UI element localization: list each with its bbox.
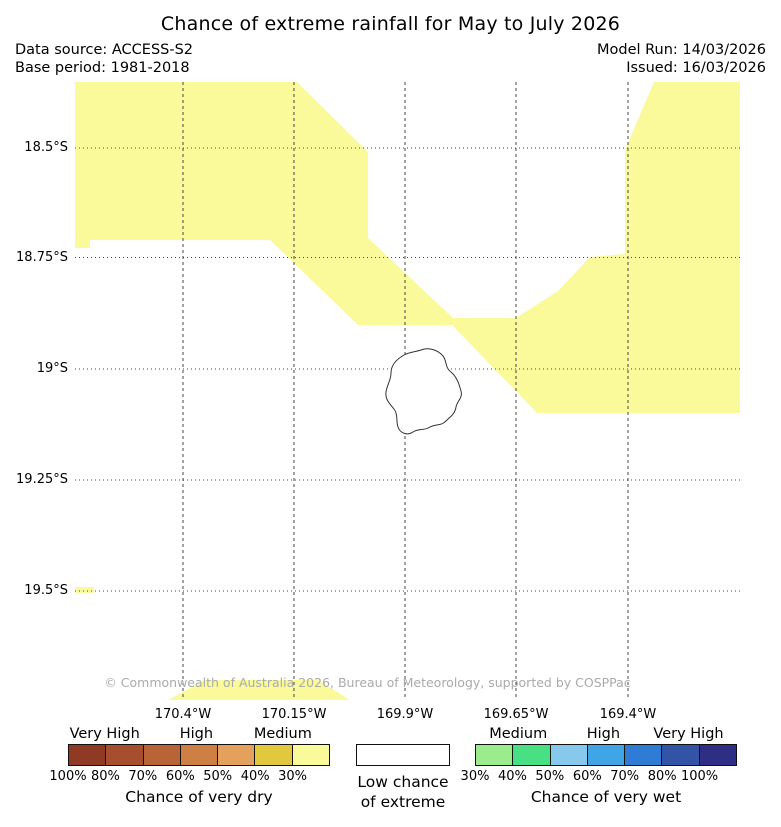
medium-dry-region-south (168, 680, 350, 700)
colorbar-wet-segment (625, 744, 663, 766)
copyright-note: © Commonwealth of Australia 2026, Bureau… (104, 675, 631, 690)
data-source-label: Data source: ACCESS-S2 (15, 42, 194, 58)
y-axis-tick-label: 19.5°S (24, 583, 68, 598)
x-axis-tick-label: 170.4°W (154, 707, 212, 722)
dry-level-label: High (179, 726, 214, 742)
colorbar-dry-tick-label: 100% (49, 769, 87, 784)
wet-caption: Chance of very wet (530, 788, 682, 806)
colorbar-dry-segment (68, 744, 107, 766)
x-axis-tick-label: 169.4°W (599, 707, 657, 722)
colorbar-dry-tick-label: 50% (203, 769, 233, 784)
colorbar-dry-tick-label: 80% (90, 769, 120, 784)
colorbar-wet-segment (475, 744, 514, 766)
colorbar-dry-tick-label: 30% (278, 769, 308, 784)
x-axis-tick-label: 169.9°W (376, 707, 434, 722)
dry-level-label: Very High (69, 726, 140, 742)
colorbar-wet-segment (587, 744, 626, 766)
x-axis-tick-label: 169.65°W (483, 707, 549, 722)
colorbar-wet-tick-label: 50% (535, 769, 565, 784)
y-axis-tick-label: 19°S (36, 361, 68, 376)
wet-level-label: Very High (653, 726, 724, 742)
island-outline (385, 348, 462, 435)
y-axis-tick-label: 19.25°S (16, 472, 68, 487)
issued-label: Issued: 16/03/2026 (626, 59, 766, 76)
colorbar-dry-segment (180, 744, 219, 766)
colorbar-dry-segment (218, 744, 256, 766)
base-period-label: Base period: 1981-2018 (15, 59, 190, 76)
wet-level-label: High (586, 726, 621, 742)
colorbar-dry-tick-label: 60% (165, 769, 195, 784)
colorbar-dry-segment (292, 744, 330, 766)
wet-level-label: Medium (489, 726, 548, 742)
y-axis-tick-label: 18.5°S (24, 140, 68, 155)
header-right: Model Run: 14/03/2026 Issued: 16/03/2026 (597, 42, 766, 77)
colorbar-wet (475, 744, 737, 766)
y-axis-tick-label: 18.75°S (16, 249, 68, 265)
colorbar-wet-segment (513, 744, 551, 766)
colorbar-wet-tick-label: 40% (497, 769, 527, 784)
colorbar-dry (68, 744, 330, 766)
low-chance-caption-line2: of extreme (360, 793, 446, 811)
colorbar-wet-tick-label: 30% (460, 769, 490, 784)
model-run-label: Model Run: 14/03/2026 (596, 42, 766, 58)
colorbar-wet-tick-label: 70% (610, 769, 640, 784)
colorbar-dry-tick-label: 40% (240, 769, 270, 784)
colorbar-dry-segment (143, 744, 181, 766)
colorbar-wet-segment (662, 744, 700, 766)
colorbar-wet-tick-label: 60% (572, 769, 602, 784)
low-chance-box (356, 744, 450, 766)
dry-level-label: Medium (253, 726, 312, 742)
page-title: Chance of extreme rainfall for May to Ju… (160, 13, 621, 35)
header-left: Data source: ACCESS-S2 Base period: 1981… (15, 42, 193, 77)
colorbar-dry-segment (106, 744, 144, 766)
colorbar-wet-tick-label: 80% (647, 769, 677, 784)
low-chance-caption: Low chance of extreme (346, 772, 460, 812)
medium-dry-region-north (75, 82, 740, 413)
colorbar-wet-segment (550, 744, 588, 766)
colorbar-wet-tick-label: 100% (680, 769, 719, 784)
x-axis-tick-label: 170.15°W (261, 707, 327, 722)
medium-dry-region-west-strip (75, 587, 94, 593)
colorbar-dry-tick-label: 70% (128, 769, 158, 784)
dry-caption: Chance of very dry (125, 788, 273, 806)
low-chance-caption-line1: Low chance (357, 773, 449, 791)
colorbar-dry-segment (255, 744, 293, 766)
colorbar-wet-segment (699, 744, 737, 766)
